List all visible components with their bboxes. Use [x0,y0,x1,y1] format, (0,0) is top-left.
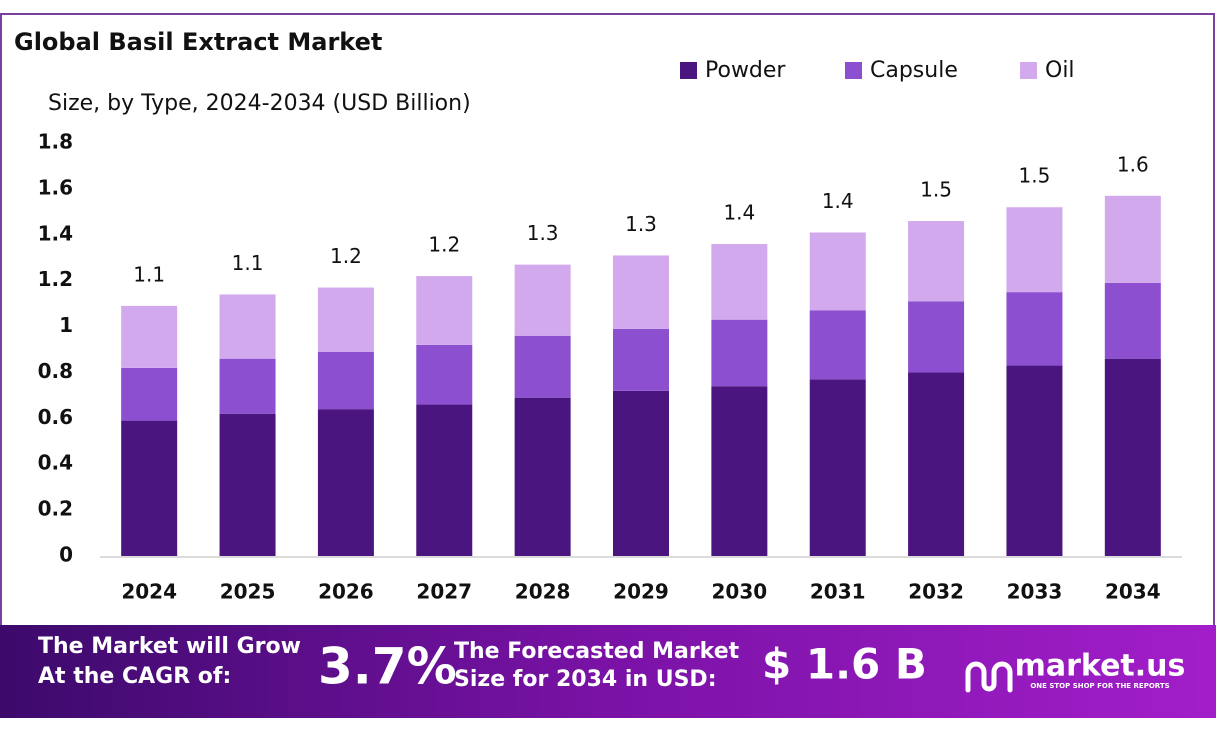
bar-segment [121,367,178,421]
total-label: 1.2 [330,244,362,268]
legend-label: Capsule [870,58,958,83]
footer-banner [0,625,1216,718]
total-label: 1.4 [822,189,854,213]
bar-segment [1006,365,1063,556]
bar-segment [219,413,276,556]
y-tick-label: 1.6 [38,175,73,199]
total-label: 1.1 [133,262,165,286]
bar-segment [613,255,669,329]
cagr-value: 3.7% [318,638,457,696]
bar-segment [711,319,768,387]
x-tick-label: 2030 [712,580,768,604]
x-tick-label: 2031 [810,580,866,604]
bar-segment [219,294,276,359]
bar-segment [613,328,669,391]
bar-segment [416,404,473,556]
chart-subtitle: Size, by Type, 2024-2034 (USD Billion) [48,91,471,116]
total-label: 1.4 [723,200,755,224]
y-tick-label: 0.8 [38,359,73,383]
y-tick-label: 1.8 [38,130,73,154]
brand-tagline: ONE STOP SHOP FOR THE REPORTS [1030,682,1169,690]
bar-segment [1006,207,1063,293]
bar-segment [908,372,965,556]
total-label: 1.2 [428,233,460,257]
cagr-label: The Market will Grow [38,634,301,659]
total-label: 1.6 [1117,152,1149,176]
x-tick-label: 2026 [318,580,374,604]
bar-segment [809,379,866,556]
bar-segment [514,264,571,336]
bar-segment [908,301,965,373]
bar-segment [416,344,473,405]
bar-segment [809,310,866,380]
x-tick-label: 2027 [416,580,472,604]
x-tick-label: 2034 [1105,580,1161,604]
chart-title: Global Basil Extract Market [14,28,382,56]
legend-swatch [845,62,862,79]
brand-name: market.us [1015,649,1186,684]
y-tick-label: 1.4 [38,221,73,245]
legend-swatch [1020,62,1037,79]
total-label: 1.5 [920,178,952,202]
legend-swatch [680,62,697,79]
forecast-label: The Forecasted Market [454,639,740,664]
bar-segment [317,351,374,410]
bar-segment [613,390,669,556]
bar-segment [317,409,374,556]
bar-segment [317,287,374,352]
bar-segment [711,243,768,320]
bar-segment [121,420,178,556]
total-label: 1.1 [232,251,264,275]
bar-segment [121,305,178,368]
bar-segment [514,335,571,398]
y-tick-label: 1.2 [38,267,73,291]
total-label: 1.3 [527,221,559,245]
x-tick-label: 2032 [908,580,964,604]
bar-segment [1104,282,1161,359]
x-tick-label: 2033 [1007,580,1063,604]
bar-segment [908,221,965,302]
cagr-label: At the CAGR of: [38,664,231,689]
x-tick-label: 2025 [220,580,276,604]
y-tick-label: 0.6 [38,405,73,429]
x-tick-label: 2029 [613,580,669,604]
bar-segment [711,386,768,556]
y-tick-label: 0.2 [38,497,73,521]
bar-segment [514,397,571,556]
bar-segment [1104,195,1161,283]
y-tick-label: 0 [59,543,73,567]
bar-segment [219,358,276,414]
x-tick-label: 2028 [515,580,571,604]
y-tick-label: 0.4 [38,451,73,475]
legend-label: Oil [1045,58,1075,83]
bar-segment [809,232,866,311]
total-label: 1.5 [1019,164,1051,188]
bar-segment [1006,292,1063,366]
legend-label: Powder [705,58,786,83]
footer-logo [965,661,1013,693]
forecast-value: $ 1.6 B [762,640,927,689]
total-label: 1.3 [625,212,657,236]
x-tick-label: 2024 [121,580,177,604]
bar-segment [1104,358,1161,556]
forecast-label: Size for 2034 in USD: [454,667,717,692]
y-tick-label: 1 [59,313,73,337]
bar-segment [416,276,473,345]
